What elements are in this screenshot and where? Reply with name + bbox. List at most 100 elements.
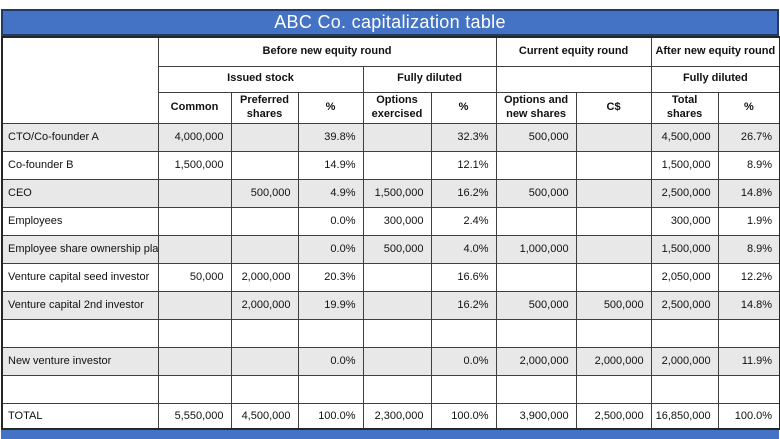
value-cell [495, 150, 577, 180]
row-label: Venture capital seed investor [1, 262, 159, 292]
group-header-after-round: After new equity round [650, 36, 780, 67]
value-cell: 2,050,000 [650, 262, 719, 292]
column-header-pct-after: % [717, 91, 780, 124]
table-row: Employees 0.0% 300,000 2.4% 300,000 1.9% [1, 206, 780, 236]
table-row: New venture investor 0.0% 0.0% 2,000,000 2,0… [1, 346, 780, 376]
row-label: CTO/Co-founder A [1, 122, 159, 152]
value-cell: 14.8% [717, 178, 780, 208]
value-cell [297, 318, 364, 348]
column-header-pct-fully-diluted: % [430, 91, 497, 124]
value-cell [575, 262, 652, 292]
value-cell [230, 150, 299, 180]
value-cell [495, 262, 577, 292]
value-cell [575, 122, 652, 152]
value-cell [157, 178, 232, 208]
value-cell [495, 374, 577, 404]
value-cell: 8.9% [717, 234, 780, 264]
table-header: Before new equity round Current equity r… [1, 36, 780, 124]
subgroup-header-issued-stock: Issued stock [157, 65, 364, 93]
table-row: Employee share ownership plan 0.0% 500,000… [1, 234, 780, 264]
value-cell: 1,500,000 [650, 150, 719, 180]
value-cell: 1,500,000 [650, 234, 719, 264]
value-cell [362, 122, 432, 152]
header-column-row: Common Preferred shares % Options exerci… [2, 91, 780, 124]
value-cell: 1,000,000 [495, 234, 577, 264]
value-cell: 5,550,000 [157, 402, 232, 430]
value-cell: 2,000,000 [495, 346, 577, 376]
value-cell [362, 374, 432, 404]
value-cell: 26.7% [717, 122, 780, 152]
value-cell [157, 206, 232, 236]
value-cell [362, 150, 432, 180]
value-cell: 14.8% [717, 290, 780, 320]
table-row-blank [1, 374, 780, 404]
value-cell [230, 346, 299, 376]
value-cell: 300,000 [650, 206, 719, 236]
header-group-row: Before new equity round Current equity r… [1, 36, 780, 124]
value-cell [575, 374, 652, 404]
value-cell [362, 318, 432, 348]
value-cell: 100.0% [717, 402, 780, 430]
value-cell: 16.2% [430, 290, 497, 320]
value-cell: 500,000 [495, 290, 577, 320]
subgroup-header-blank [495, 65, 652, 93]
value-cell: 2,500,000 [575, 402, 652, 430]
table-row: CEO 500,000 4.9% 1,500,000 16.2% 500,000 2,500… [1, 178, 780, 208]
column-header-cs: C$ [575, 91, 652, 124]
value-cell [717, 374, 780, 404]
subgroup-header-fully-diluted-before: Fully diluted [362, 65, 497, 93]
value-cell: 0.0% [297, 206, 364, 236]
value-cell [362, 346, 432, 376]
value-cell [157, 318, 232, 348]
value-cell: 500,000 [230, 178, 299, 208]
value-cell: 16,850,000 [650, 402, 719, 430]
value-cell: 4,000,000 [157, 122, 232, 152]
value-cell: 50,000 [157, 262, 232, 292]
cap-table: Before new equity round Current equity r… [1, 36, 780, 430]
value-cell: 2,000,000 [575, 346, 652, 376]
value-cell [157, 290, 232, 320]
value-cell [157, 346, 232, 376]
value-cell: 14.9% [297, 150, 364, 180]
table-row-blank [1, 318, 780, 348]
table-row-total: TOTAL 5,550,000 4,500,000 100.0% 2,300,000 10… [1, 402, 780, 430]
value-cell [650, 318, 719, 348]
value-cell [575, 178, 652, 208]
header-subgroup-row: Issued stock Fully diluted Fully diluted [2, 65, 780, 93]
value-cell: 1.9% [717, 206, 780, 236]
value-cell: 4,500,000 [650, 122, 719, 152]
value-cell: 32.3% [430, 122, 497, 152]
row-label: New venture investor [1, 346, 159, 376]
value-cell: 4.9% [297, 178, 364, 208]
value-cell: 16.6% [430, 262, 497, 292]
table-row: Venture capital 2nd investor 2,000,000 19.… [1, 290, 780, 320]
value-cell [157, 234, 232, 264]
value-cell: 2.4% [430, 206, 497, 236]
value-cell: 1,500,000 [157, 150, 232, 180]
value-cell: 2,500,000 [650, 290, 719, 320]
row-label: CEO [1, 178, 159, 208]
value-cell: 3,900,000 [495, 402, 577, 430]
table-row: Venture capital seed investor 50,000 2,000… [1, 262, 780, 292]
value-cell: 2,000,000 [650, 346, 719, 376]
value-cell: 0.0% [297, 234, 364, 264]
value-cell: 500,000 [575, 290, 652, 320]
column-header-total-shares: Total shares [650, 91, 719, 124]
row-label: Employees [1, 206, 159, 236]
value-cell: 500,000 [495, 178, 577, 208]
value-cell: 100.0% [297, 402, 364, 430]
value-cell [650, 374, 719, 404]
value-cell: 4.0% [430, 234, 497, 264]
value-cell [157, 374, 232, 404]
value-cell: 8.9% [717, 150, 780, 180]
value-cell: 16.2% [430, 178, 497, 208]
subgroup-header-fully-diluted-after: Fully diluted [650, 65, 780, 93]
table-row: Co-founder B 1,500,000 14.9% 12.1% 1,500,000… [1, 150, 780, 180]
value-cell: 20.3% [297, 262, 364, 292]
value-cell: 19.9% [297, 290, 364, 320]
value-cell [297, 374, 364, 404]
column-header-pct-issued: % [297, 91, 364, 124]
value-cell [575, 206, 652, 236]
value-cell: 100.0% [430, 402, 497, 430]
